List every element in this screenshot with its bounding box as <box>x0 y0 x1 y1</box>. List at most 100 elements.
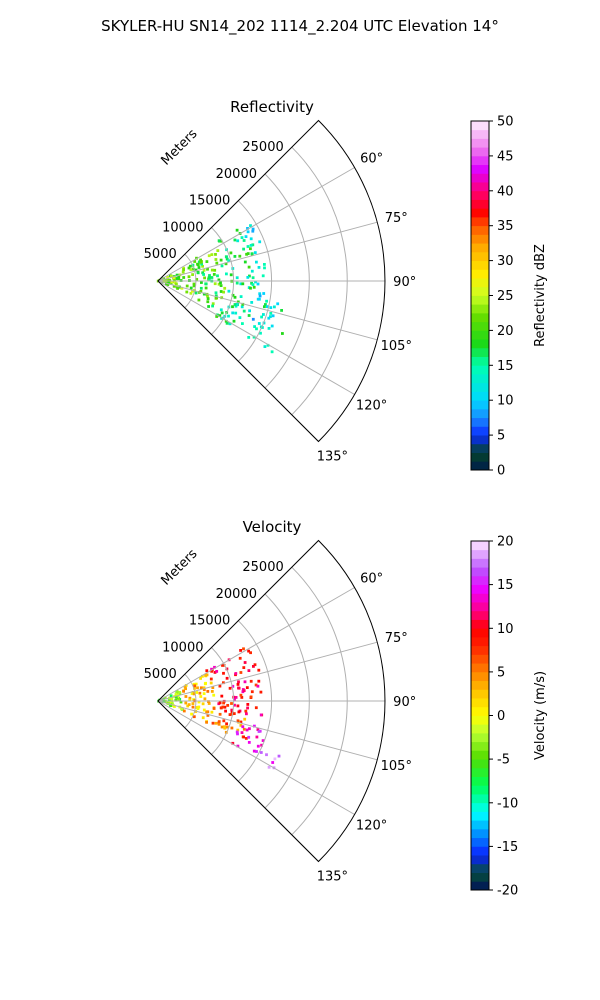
echo-gate-2 <box>242 666 246 669</box>
colorbar-band <box>471 706 489 716</box>
echo-gate-4 <box>259 325 263 329</box>
colorbar-band <box>471 251 489 262</box>
echo-gate-1 <box>196 686 199 690</box>
echo-gate-1 <box>188 696 192 700</box>
echo-gate-1 <box>207 254 211 258</box>
echo-gate-4 <box>255 750 258 753</box>
echo-gate-1 <box>204 681 207 685</box>
echo-gate-2 <box>227 289 231 293</box>
echo-gate-1 <box>213 282 217 286</box>
echo-gate-1 <box>204 673 207 677</box>
colorbar-band <box>471 400 489 410</box>
echo-gate-2 <box>242 647 245 651</box>
echo-gate-5 <box>267 765 271 769</box>
echo-gate-1 <box>200 262 203 266</box>
colorbar-band <box>471 593 489 603</box>
echo-gate-2 <box>239 671 243 674</box>
echo-gate-4 <box>252 335 256 339</box>
echo-gate-1 <box>192 715 196 719</box>
echo-gate-4 <box>231 741 235 745</box>
echo-gate-2 <box>234 304 238 308</box>
colorbar-band <box>471 802 489 812</box>
echo-gate-2 <box>233 238 237 242</box>
echo-gate-0 <box>176 695 180 699</box>
echo-gate-1 <box>196 263 200 267</box>
colorbar-tick-label: 25 <box>497 289 514 304</box>
echo-gate-3 <box>226 725 229 729</box>
colorbar-band <box>471 776 489 786</box>
echo-gate-4 <box>269 312 273 315</box>
echo-gate-3 <box>258 292 262 296</box>
echo-gate-2 <box>237 686 241 690</box>
echo-gate-3 <box>223 725 226 729</box>
echo-gate-0 <box>180 286 184 290</box>
echo-gate-0 <box>170 280 174 284</box>
colorbar-band <box>471 461 489 471</box>
echo-gate-2 <box>238 254 242 258</box>
echo-gate-1 <box>214 253 217 256</box>
colorbar-band <box>471 321 489 331</box>
echo-gate-0 <box>174 695 178 699</box>
echo-gate-2 <box>228 322 232 326</box>
echo-gate-1 <box>199 686 203 690</box>
colorbar-band <box>471 820 489 830</box>
echo-gate-0 <box>176 693 180 697</box>
echo-gate-0 <box>170 700 174 704</box>
echo-gate-3 <box>263 263 266 266</box>
echo-gate-2 <box>239 693 243 697</box>
echo-gate-1 <box>211 304 214 308</box>
colorbar-band <box>471 724 489 734</box>
colorbar-band <box>471 234 489 244</box>
echo-gate-2 <box>254 706 258 710</box>
echo-gate-2 <box>235 228 239 232</box>
echo-gate-0 <box>192 284 196 288</box>
echo-gate-2 <box>221 664 224 667</box>
echo-gate-4 <box>273 305 276 309</box>
azimuth-tick-label: 120° <box>356 818 387 833</box>
colorbar: -20 -15 -10 -5 0 5 10 15 20 Velocity (m/s) <box>470 535 548 899</box>
echo-gate-1 <box>223 286 227 290</box>
echo-gate-2 <box>210 669 214 673</box>
echo-gate-0 <box>191 273 194 276</box>
colorbar-band <box>471 602 489 612</box>
echo-gate-1 <box>194 682 198 686</box>
colorbar-band <box>471 863 489 873</box>
echo-gate-2 <box>233 255 237 258</box>
echo-gate-1 <box>206 267 209 271</box>
echo-gate-0 <box>174 276 177 280</box>
echo-gate-2 <box>225 257 229 261</box>
echo-gate-2 <box>236 683 240 686</box>
colorbar-band <box>471 147 489 157</box>
echo-gate-1 <box>214 258 218 261</box>
echo-gate-2 <box>234 311 238 315</box>
echo-gate-2 <box>243 260 247 264</box>
echo-gate-1 <box>215 261 219 265</box>
colorbar-band <box>471 374 489 384</box>
colorbar-band <box>471 671 489 682</box>
echo-gate-3 <box>251 227 255 231</box>
echo-gate-1 <box>196 271 200 275</box>
echo-gate-1 <box>187 703 191 706</box>
echo-gate-2 <box>227 314 230 318</box>
colorbar-band <box>471 304 489 314</box>
echo-gate-2 <box>243 661 247 664</box>
echo-gate-4 <box>257 730 261 733</box>
echo-gate-1 <box>203 276 206 280</box>
echo-gate-2 <box>246 252 250 255</box>
range-tick-label: 10000 <box>162 640 203 655</box>
azimuth-tick-label: 105° <box>381 759 412 774</box>
echo-gate-1 <box>214 294 218 298</box>
colorbar-band <box>471 269 489 279</box>
colorbar-band <box>471 628 489 638</box>
echo-gate-4 <box>259 331 262 335</box>
colorbar: 0 5 10 15 20 25 30 35 40 45 50 Reflectivity dBZ <box>470 115 548 479</box>
colorbar-band <box>471 636 489 647</box>
echo-gate-1 <box>184 684 188 687</box>
azimuth-gridline <box>157 167 355 282</box>
echo-gate-3 <box>243 717 247 721</box>
colorbar-band <box>471 365 489 375</box>
echo-gate-2 <box>241 322 244 325</box>
echo-gate-1 <box>198 691 202 695</box>
echo-gate-0 <box>188 264 192 268</box>
echo-gate-2 <box>242 309 246 313</box>
